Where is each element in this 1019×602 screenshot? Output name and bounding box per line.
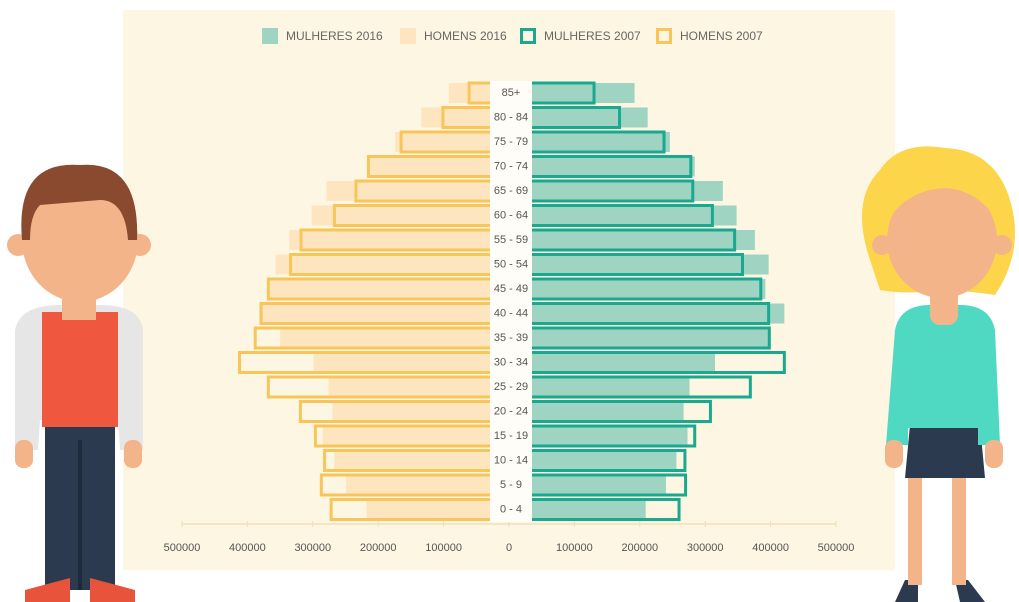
x-tick-label: 400000	[752, 542, 789, 554]
bar	[509, 206, 737, 226]
bar	[332, 402, 509, 422]
category-label: 70 - 74	[494, 160, 528, 172]
bar	[313, 353, 509, 373]
legend-label: MULHERES 2007	[544, 29, 641, 43]
bar	[509, 304, 784, 324]
category-label: 50 - 54	[494, 258, 528, 270]
x-tick-label: 100000	[556, 542, 593, 554]
bar	[280, 328, 509, 348]
category-label: 10 - 14	[494, 454, 528, 466]
x-tick-label: 200000	[360, 542, 397, 554]
x-tick-label: 400000	[229, 542, 266, 554]
bar	[366, 500, 509, 520]
category-label: 40 - 44	[494, 307, 528, 319]
x-tick-label: 500000	[164, 542, 201, 554]
bar	[328, 377, 509, 397]
category-label: 45 - 49	[494, 283, 528, 295]
bar	[509, 328, 769, 348]
chart: 500000 400000 300000 200000 100000 0 100000 200…	[0, 0, 1019, 602]
x-tick-label: 100000	[425, 542, 462, 554]
bar	[509, 157, 695, 177]
category-label: 25 - 29	[494, 381, 528, 393]
bar	[289, 230, 509, 250]
category-label: 80 - 84	[494, 111, 528, 123]
x-tick-label: 300000	[687, 542, 724, 554]
category-label: 55 - 59	[494, 234, 528, 246]
category-label: 15 - 19	[494, 430, 528, 442]
bar	[268, 279, 509, 299]
bar	[311, 206, 509, 226]
bar	[276, 255, 509, 275]
category-label: 30 - 34	[494, 356, 528, 368]
bar	[334, 451, 509, 471]
category-label: 85+	[502, 87, 521, 99]
bar	[509, 279, 765, 299]
category-label: 65 - 69	[494, 185, 528, 197]
bar	[323, 426, 509, 446]
bar	[509, 181, 723, 201]
legend-label: HOMENS 2016	[424, 29, 507, 43]
x-tick-label: 0	[506, 542, 512, 554]
category-label: 5 - 9	[500, 479, 522, 491]
bar	[259, 304, 509, 324]
category-label: 20 - 24	[494, 405, 528, 417]
bar	[509, 402, 684, 422]
bar	[509, 230, 755, 250]
category-label: 60 - 64	[494, 209, 528, 221]
x-tick-label: 300000	[294, 542, 331, 554]
bar	[509, 475, 666, 495]
bar	[346, 475, 509, 495]
x-tick-label: 500000	[818, 542, 855, 554]
bar	[509, 377, 690, 397]
category-label: 0 - 4	[500, 503, 522, 515]
bar	[509, 132, 670, 152]
legend-label: HOMENS 2007	[680, 29, 763, 43]
bar	[509, 426, 688, 446]
x-tick-label: 200000	[621, 542, 658, 554]
bar	[509, 255, 769, 275]
bar	[509, 353, 715, 373]
legend-label: MULHERES 2016	[286, 29, 383, 43]
legend-swatch	[400, 28, 416, 44]
bar	[369, 157, 509, 177]
bar	[327, 181, 509, 201]
legend-swatch	[262, 28, 278, 44]
category-label: 75 - 79	[494, 136, 528, 148]
bar	[509, 451, 676, 471]
category-label: 35 - 39	[494, 332, 528, 344]
